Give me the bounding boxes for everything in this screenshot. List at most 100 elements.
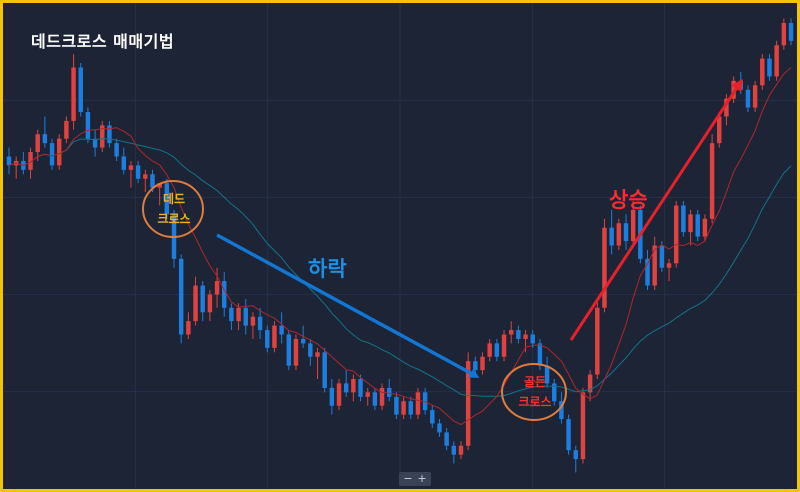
- candle-body: [135, 165, 141, 179]
- candle-body: [272, 325, 277, 348]
- candle-body: [709, 143, 715, 219]
- candle-body: [681, 205, 686, 233]
- candle-body: [365, 392, 370, 397]
- candle-body: [243, 307, 248, 326]
- candle-body: [559, 401, 564, 420]
- candle-body: [717, 116, 722, 144]
- chart-frame: 데드크로스 매매기법 하락 상승 데드 크로스 골든 크로스 − +: [3, 3, 797, 489]
- candle-body: [49, 143, 55, 166]
- candle-body: [451, 445, 457, 455]
- candle-body: [788, 23, 794, 41]
- candle-body: [552, 383, 557, 402]
- candle-body: [286, 334, 292, 366]
- candle-body: [150, 174, 155, 188]
- candle-body: [336, 383, 342, 406]
- golden-cross-circle: [501, 363, 567, 421]
- candle-body: [767, 58, 772, 77]
- zoom-control: − +: [399, 472, 431, 486]
- fall-annotation: 하락: [308, 257, 347, 281]
- candle-body: [207, 294, 213, 313]
- candle-body: [56, 138, 62, 166]
- candle-body: [71, 67, 76, 121]
- candle-body: [645, 258, 650, 286]
- candle-body: [279, 325, 284, 335]
- candle-body: [322, 352, 327, 388]
- candle-body: [630, 209, 636, 242]
- candle-body: [724, 98, 729, 117]
- candle-body: [250, 316, 256, 326]
- candle-body: [501, 334, 507, 357]
- candle-body: [415, 392, 421, 415]
- fall-arrow: [216, 233, 480, 378]
- candle-body: [372, 392, 378, 406]
- candle-body: [544, 365, 550, 384]
- dead-cross-label: 데드 크로스: [146, 189, 202, 229]
- candle-body: [465, 361, 471, 446]
- candle-body: [394, 396, 399, 415]
- candle-body: [473, 361, 478, 371]
- candle-body: [752, 85, 758, 108]
- candle-body: [702, 218, 708, 237]
- candle-body: [387, 387, 392, 397]
- golden-cross-label-line1: 골든: [523, 375, 547, 389]
- candle-body: [128, 165, 134, 170]
- candle-body: [257, 316, 263, 331]
- candle-body: [602, 227, 607, 308]
- candle-body: [193, 285, 198, 322]
- candle-body: [329, 387, 335, 406]
- candle-body: [28, 152, 33, 170]
- candle-body: [358, 379, 363, 397]
- candle-body: [78, 67, 83, 112]
- candle-body: [42, 134, 48, 144]
- candle-body: [595, 307, 600, 375]
- golden-cross-label: 골든 크로스: [504, 372, 566, 412]
- candle-body: [214, 281, 220, 295]
- golden-cross-label-line2: 크로스: [518, 395, 552, 409]
- candle-body: [186, 321, 191, 335]
- candle-body: [200, 285, 205, 313]
- candle-body: [315, 352, 320, 357]
- candle-body: [480, 356, 485, 371]
- candle-body: [487, 343, 492, 357]
- candle-body: [652, 245, 657, 286]
- candle-body: [107, 125, 112, 144]
- candle-body: [85, 112, 91, 139]
- candle-body: [308, 343, 313, 357]
- candle-body: [745, 89, 751, 108]
- candle-body: [265, 330, 270, 348]
- candle-body: [580, 392, 586, 460]
- rise-annotation: 상승: [609, 188, 648, 212]
- candle-body: [100, 125, 105, 148]
- candle-body: [616, 223, 622, 246]
- candle-body: [164, 183, 170, 215]
- candle-body: [157, 183, 162, 188]
- candle-body: [760, 58, 765, 86]
- candle-body: [222, 281, 227, 308]
- candle-body: [437, 423, 442, 433]
- candle-body: [236, 307, 241, 322]
- candle-body: [300, 338, 306, 344]
- candle-body: [774, 45, 779, 77]
- candle-body: [408, 401, 413, 415]
- candle-body: [178, 258, 184, 335]
- candle-body: [430, 410, 435, 424]
- dead-cross-circle: [142, 180, 204, 238]
- candle-body: [35, 134, 40, 153]
- candle-body: [293, 338, 299, 366]
- candle-body: [688, 214, 693, 233]
- candle-body: [566, 419, 571, 451]
- candle-body: [523, 334, 528, 339]
- candle-body: [673, 205, 679, 264]
- candle-body: [573, 450, 578, 460]
- candle-body: [781, 23, 787, 46]
- candle-body: [659, 245, 665, 268]
- candle-body: [401, 401, 406, 415]
- candle-body: [6, 156, 12, 166]
- zoom-in-button[interactable]: +: [417, 472, 427, 485]
- candle-body: [64, 120, 69, 139]
- candle-body: [508, 330, 514, 335]
- zoom-out-button[interactable]: −: [403, 472, 413, 485]
- candle-body: [114, 143, 119, 157]
- candle-body: [143, 174, 148, 179]
- candle-body: [537, 343, 543, 366]
